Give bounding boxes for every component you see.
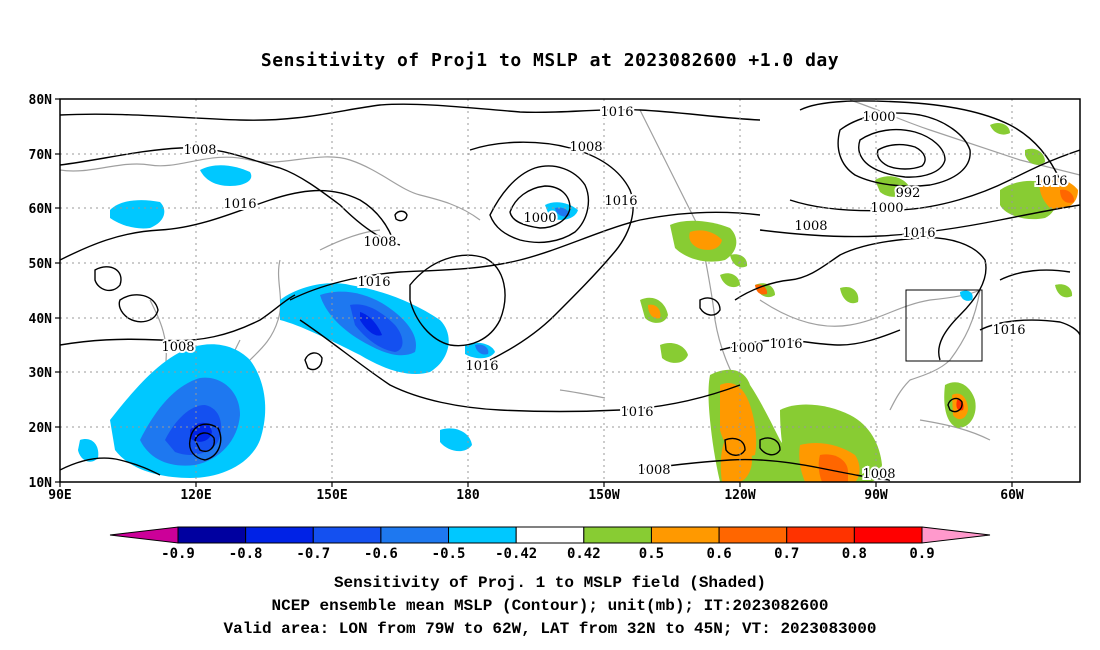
contour-label: 1016: [1034, 174, 1067, 189]
lat-label: 40N: [29, 312, 53, 327]
colorbar-label: 0.9: [909, 546, 934, 562]
lon-label: 150W: [588, 488, 619, 503]
lat-label: 50N: [29, 257, 53, 272]
colorbar-swatch: [177, 526, 247, 544]
contour-label: 1016: [600, 105, 633, 120]
lon-label: 120W: [724, 488, 755, 503]
contour-label: 1016: [465, 359, 498, 374]
contour-label: 1000: [862, 110, 895, 125]
lon-label: 60W: [1000, 488, 1024, 503]
colorbar-label: -0.7: [296, 546, 330, 562]
axis-ticks: [55, 98, 1013, 487]
contour-label: 1016: [769, 337, 802, 352]
valid-area-box: [905, 289, 983, 362]
colorbar-label: 0.7: [774, 546, 799, 562]
colorbar-over-triangle: [921, 526, 991, 544]
contour-label: 1008: [794, 219, 827, 234]
colorbar-swatch: [650, 526, 720, 544]
contour-label: 1016: [604, 194, 637, 209]
colorbar-swatch: [312, 526, 382, 544]
colorbar-swatch: [515, 526, 585, 544]
colorbar-swatch: [853, 526, 923, 544]
contour-label: 1016: [992, 323, 1025, 338]
lat-label: 20N: [29, 421, 53, 436]
colorbar-label: -0.6: [364, 546, 398, 562]
contour-label: 1000: [870, 201, 903, 216]
contour-label: 1016: [902, 226, 935, 241]
caption-line-1: Sensitivity of Proj. 1 to MSLP field (Sh…: [333, 574, 767, 592]
contour-label: 1008: [862, 467, 895, 482]
contour-label: 1016: [357, 275, 390, 290]
colorbar-swatch: [380, 526, 450, 544]
colorbar-label: -0.8: [229, 546, 263, 562]
lat-label: 80N: [29, 93, 53, 108]
contour-label: 1008: [637, 463, 670, 478]
lon-label: 90W: [864, 488, 888, 503]
colorbar-label: 0.6: [706, 546, 731, 562]
contour-label: 992: [896, 186, 921, 201]
caption-line-2: NCEP ensemble mean MSLP (Contour); unit(…: [271, 597, 829, 615]
colorbar-label: 0.5: [639, 546, 664, 562]
colorbar-swatch: [583, 526, 652, 544]
colorbar-label: -0.9: [161, 546, 195, 562]
contour-label: 1008: [363, 235, 396, 250]
lat-label: 10N: [29, 476, 53, 491]
colorbar-swatch: [448, 526, 517, 544]
colorbar-under-triangle: [109, 526, 179, 544]
contour-label: 1016: [620, 405, 653, 420]
color-bar: -0.9 -0.8 -0.7 -0.6 -0.5 -0.42 0.42 0.5 0.6 0.7 0.…: [109, 526, 991, 562]
caption-line-3: Valid area: LON from 79W to 62W, LAT fro…: [223, 620, 877, 638]
grid-lines: [60, 99, 1080, 482]
lon-label: 90E: [48, 488, 71, 503]
colorbar-label: 0.42: [567, 546, 601, 562]
lon-label: 120E: [180, 488, 211, 503]
colorbar-swatch: [786, 526, 855, 544]
map-title: Sensitivity of Proj1 to MSLP at 20230826…: [260, 50, 840, 71]
contour-label: 1000: [523, 211, 556, 226]
colorbar-label: -0.5: [432, 546, 466, 562]
lat-label: 60N: [29, 202, 53, 217]
lat-label: 30N: [29, 366, 53, 381]
contour-label: 1008: [183, 143, 216, 158]
lat-label: 70N: [29, 148, 53, 163]
contour-label: 1000: [730, 341, 763, 356]
lon-label: 180: [456, 488, 480, 503]
colorbar-label: -0.42: [495, 546, 537, 562]
contour-label: 1008: [161, 340, 194, 355]
colorbar-swatch: [718, 526, 788, 544]
contour-label: 1008: [569, 140, 602, 155]
colorbar-label: 0.8: [842, 546, 867, 562]
positive-shading: [640, 122, 1078, 482]
lon-label: 150E: [316, 488, 347, 503]
contour-label: 1016: [223, 197, 256, 212]
map-frame: [59, 98, 1081, 483]
colorbar-swatch: [245, 526, 314, 544]
mslp-contours: [60, 100, 1080, 481]
